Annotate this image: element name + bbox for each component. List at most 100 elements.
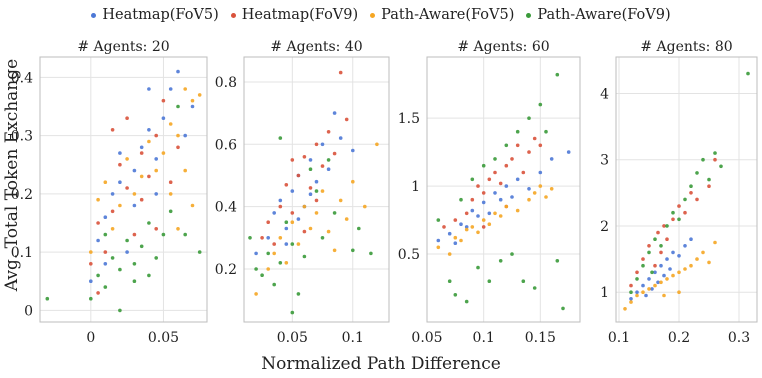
data-point bbox=[314, 198, 319, 203]
series-heatmap-fov9- bbox=[89, 98, 180, 295]
data-point bbox=[96, 221, 100, 225]
series-heatmap-fov9- bbox=[442, 136, 543, 229]
data-point bbox=[641, 257, 645, 261]
data-point bbox=[656, 230, 660, 235]
data-point bbox=[363, 204, 367, 209]
data-point bbox=[635, 293, 639, 298]
data-point bbox=[132, 262, 137, 266]
data-point bbox=[653, 270, 657, 275]
x-tick-label: 0.05 bbox=[277, 330, 308, 346]
data-point bbox=[707, 177, 711, 182]
data-point bbox=[487, 211, 492, 216]
data-point bbox=[683, 267, 687, 271]
data-point bbox=[662, 273, 666, 278]
data-point bbox=[635, 270, 639, 275]
data-point bbox=[161, 116, 166, 120]
data-point bbox=[641, 290, 645, 295]
data-point bbox=[161, 98, 166, 103]
data-point bbox=[719, 164, 723, 169]
data-point bbox=[154, 256, 158, 260]
data-point bbox=[476, 184, 480, 188]
x-tick-label: 0.2 bbox=[668, 330, 690, 346]
data-point bbox=[644, 293, 648, 298]
series-path-aware-fov5- bbox=[89, 87, 202, 254]
data-point bbox=[504, 143, 509, 148]
legend-item-heatmap-fov9: Heatmap(FoV9) bbox=[230, 3, 358, 27]
data-point bbox=[647, 250, 651, 255]
data-point bbox=[487, 222, 492, 226]
data-point bbox=[89, 296, 93, 301]
data-point bbox=[351, 148, 355, 153]
series-path-aware-fov5- bbox=[436, 184, 554, 256]
data-point bbox=[176, 133, 180, 138]
data-point bbox=[308, 226, 313, 231]
y-tick-label: 0 bbox=[24, 303, 33, 319]
data-point bbox=[176, 104, 180, 109]
y-tick-label: 0.4 bbox=[215, 200, 237, 216]
data-point bbox=[132, 232, 137, 237]
data-point bbox=[308, 167, 313, 171]
data-point bbox=[532, 136, 537, 141]
chart-panel-2: # Agents: 40 0.2 0.4 0.6 0.8 0.05 0.1 bbox=[215, 39, 390, 346]
data-point bbox=[470, 197, 475, 202]
data-point bbox=[436, 245, 441, 250]
data-point bbox=[650, 270, 654, 275]
legend-label: Path-Aware(FoV5) bbox=[381, 7, 515, 23]
data-point bbox=[629, 297, 633, 301]
data-point bbox=[326, 167, 331, 171]
data-point bbox=[110, 256, 115, 260]
data-point bbox=[656, 280, 660, 285]
x-tick-label: 0 bbox=[86, 330, 95, 346]
data-point bbox=[308, 158, 313, 162]
data-point bbox=[103, 180, 108, 184]
data-point bbox=[623, 307, 627, 311]
data-point bbox=[357, 226, 361, 231]
data-point bbox=[110, 227, 115, 231]
legend-marker bbox=[91, 12, 97, 18]
data-point bbox=[470, 177, 475, 182]
data-point bbox=[476, 214, 480, 218]
data-point bbox=[464, 225, 469, 229]
data-point bbox=[147, 87, 151, 91]
data-point bbox=[290, 220, 295, 224]
data-point bbox=[527, 187, 531, 191]
series-path-aware-fov9- bbox=[629, 71, 750, 295]
data-point bbox=[713, 157, 717, 162]
data-point bbox=[308, 192, 313, 196]
data-point bbox=[338, 136, 343, 140]
data-point bbox=[671, 273, 675, 278]
data-point bbox=[713, 240, 717, 245]
data-point bbox=[125, 157, 129, 161]
x-tick-label: 0.1 bbox=[608, 330, 630, 346]
data-point bbox=[481, 225, 486, 229]
data-point bbox=[459, 222, 463, 226]
data-point bbox=[248, 236, 252, 240]
data-point bbox=[176, 69, 180, 74]
data-point bbox=[154, 227, 158, 231]
data-point bbox=[266, 267, 271, 271]
data-point bbox=[515, 177, 520, 182]
series-path-aware-fov5- bbox=[623, 240, 717, 311]
data-point bbox=[284, 261, 289, 265]
data-point bbox=[464, 211, 469, 216]
y-tick-label: 0.2 bbox=[215, 262, 237, 278]
data-point bbox=[332, 111, 337, 115]
data-point bbox=[278, 198, 283, 203]
legend-label: Heatmap(FoV5) bbox=[102, 7, 219, 23]
data-point bbox=[168, 122, 173, 126]
data-point bbox=[272, 251, 277, 256]
plot-frame bbox=[39, 56, 208, 323]
series-path-aware-fov5- bbox=[254, 142, 379, 296]
data-point bbox=[103, 262, 108, 266]
data-point bbox=[641, 263, 645, 268]
data-point bbox=[555, 259, 560, 263]
data-point bbox=[266, 236, 271, 240]
legend-marker bbox=[370, 12, 376, 18]
data-point bbox=[662, 293, 666, 298]
data-point bbox=[668, 267, 672, 271]
data-point bbox=[326, 158, 331, 162]
data-point bbox=[677, 290, 681, 295]
data-point bbox=[147, 128, 151, 132]
data-point bbox=[647, 287, 651, 291]
